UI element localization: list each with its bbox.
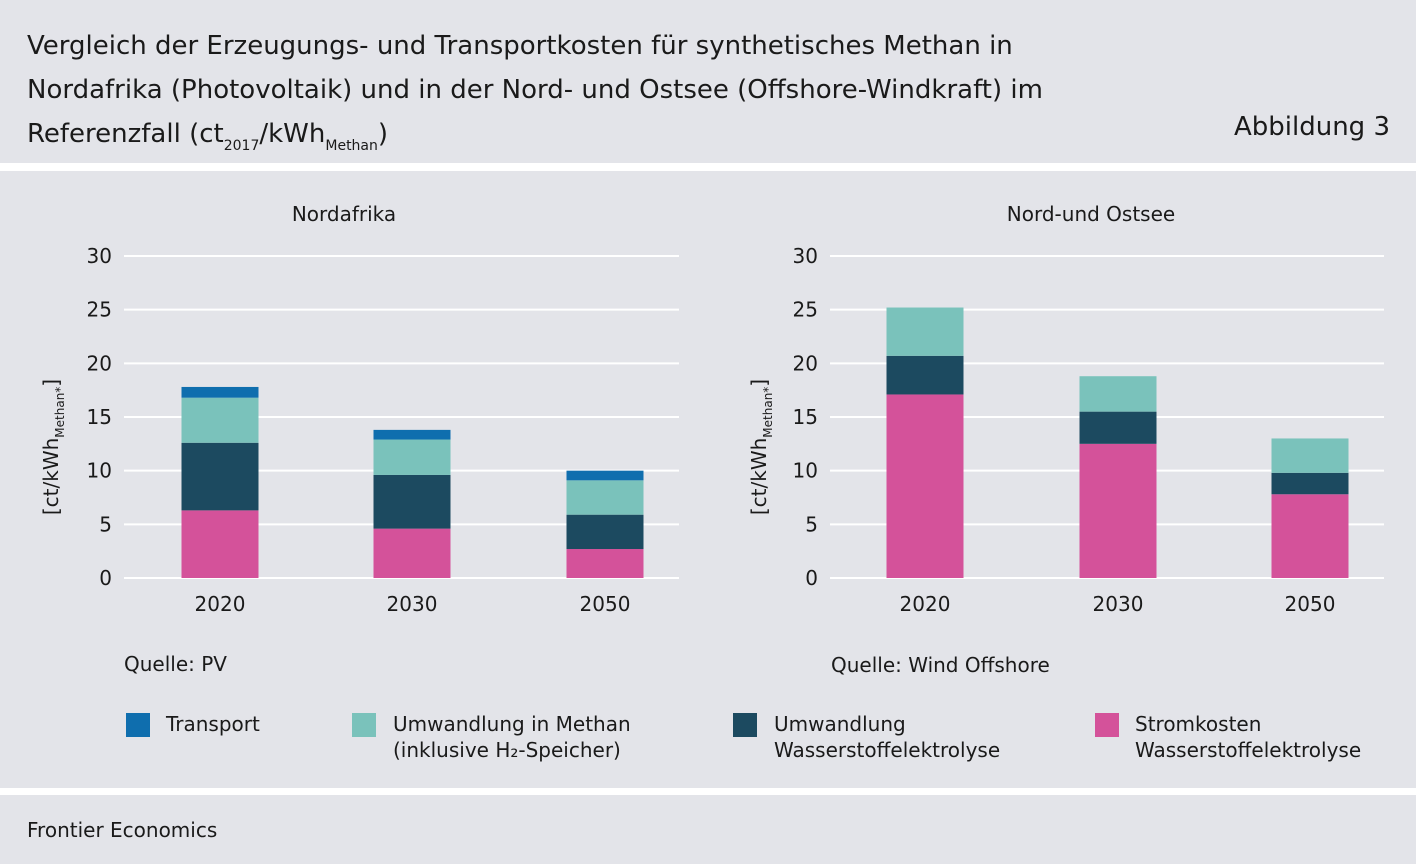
bar-umwandlung_methan	[1079, 376, 1157, 412]
y-tick-label: 20	[793, 351, 818, 375]
y-tick-label: 10	[87, 459, 112, 483]
bar-umwandlung_methan	[886, 307, 964, 356]
x-tick-label: 2020	[900, 592, 951, 616]
y-axis-label: [ct/kWhMethan*]	[747, 379, 775, 515]
bar-umwandlung_elektrolyse	[886, 355, 964, 395]
bar-stromkosten	[1271, 494, 1349, 578]
legend-label-umwandlung_elektrolyse: Umwandlung Wasserstoffelektrolyse	[774, 712, 1001, 762]
chart-source: Quelle: PV	[124, 652, 227, 676]
bar-umwandlung_elektrolyse	[181, 442, 259, 511]
legend-label-stromkosten: Stromkosten Wasserstoffelektrolyse	[1135, 712, 1362, 762]
bar-umwandlung_methan	[1271, 438, 1349, 473]
x-tick-label: 2020	[195, 592, 246, 616]
bar-stromkosten	[373, 528, 451, 578]
y-tick-label: 0	[805, 566, 818, 590]
title-line-3: Referenzfall (ct2017/kWhMethan)	[27, 119, 389, 154]
bar-umwandlung_elektrolyse	[1079, 411, 1157, 444]
legend-label-umwandlung_methan: Umwandlung in Methan (inklusive H₂-Speich…	[393, 712, 631, 762]
legend-label-transport: Transport	[166, 712, 260, 736]
title-line-1: Vergleich der Erzeugungs- und Transportk…	[27, 31, 1013, 61]
y-tick-label: 5	[805, 512, 818, 536]
chart-1: 0 5 10 15 20 25 30 Nordafrika [ct/kWhMethan*] 202…	[39, 202, 679, 676]
x-tick-label: 2030	[1093, 592, 1144, 616]
chart-title: Nordafrika	[292, 202, 396, 226]
title-line-2: Nordafrika (Photovoltaik) und in der Nor…	[27, 75, 1043, 105]
y-tick-label: 30	[793, 244, 818, 268]
y-tick-label: 25	[87, 298, 112, 322]
bar-transport	[181, 386, 259, 398]
y-tick-label: 0	[99, 566, 112, 590]
bar-stromkosten	[566, 549, 644, 578]
page-title: Vergleich der Erzeugungs- und Transportk…	[27, 24, 1187, 168]
figure-label: Abbildung 3	[1233, 112, 1390, 142]
bar-umwandlung_elektrolyse	[1271, 472, 1349, 495]
bar-umwandlung_methan	[181, 397, 259, 443]
y-tick-label: 20	[87, 351, 112, 375]
footer-source: Frontier Economics	[27, 818, 218, 842]
footer-band	[0, 795, 1416, 864]
legend-swatch-umwandlung_elektrolyse	[733, 713, 757, 737]
y-tick-label: 15	[793, 405, 818, 429]
bar-umwandlung_methan	[373, 439, 451, 475]
bar-stromkosten	[886, 394, 964, 578]
chart-title: Nord-und Ostsee	[1007, 202, 1175, 226]
y-tick-label: 15	[87, 405, 112, 429]
bar-transport	[566, 470, 644, 481]
y-tick-label: 10	[793, 459, 818, 483]
bar-umwandlung_methan	[566, 480, 644, 515]
y-tick-label: 30	[87, 244, 112, 268]
x-tick-label: 2030	[387, 592, 438, 616]
chart-2: 0 5 10 15 20 25 30 Nord-und Ostsee [ct/kWhMethan…	[747, 202, 1384, 677]
y-tick-label: 5	[99, 512, 112, 536]
y-axis-label: [ct/kWhMethan*]	[39, 379, 67, 515]
legend-swatch-transport	[126, 713, 150, 737]
bar-umwandlung_elektrolyse	[566, 514, 644, 550]
legend-swatch-umwandlung_methan	[352, 713, 376, 737]
legend-swatch-stromkosten	[1095, 713, 1119, 737]
header-band	[0, 0, 1416, 163]
x-tick-label: 2050	[580, 592, 631, 616]
x-tick-label: 2050	[1285, 592, 1336, 616]
bar-transport	[373, 429, 451, 440]
chart-source: Quelle: Wind Offshore	[831, 653, 1050, 677]
bar-umwandlung_elektrolyse	[373, 474, 451, 529]
bar-stromkosten	[181, 510, 259, 578]
bar-stromkosten	[1079, 443, 1157, 578]
y-tick-label: 25	[793, 298, 818, 322]
